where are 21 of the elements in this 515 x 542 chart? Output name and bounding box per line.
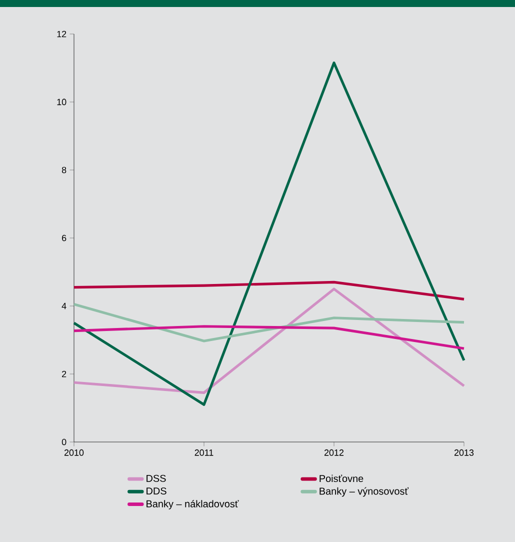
line-series: [72, 62, 466, 406]
y-tick-label: 8: [62, 166, 66, 174]
line-series: [72, 303, 466, 342]
y-tick-label: 0: [62, 438, 66, 446]
line-series: [72, 280, 466, 300]
line-series: [72, 325, 466, 350]
legend-label: Banky – výnosovosť: [320, 487, 409, 497]
y-tick-label: 4: [62, 302, 66, 310]
legend-label: Banky – nákladovosť: [146, 500, 239, 510]
line-series: [72, 288, 466, 394]
y-tick-label: 10: [57, 98, 66, 106]
x-tick-label: 2011: [194, 449, 214, 456]
y-tick-label: 2: [62, 370, 66, 378]
legend-label: DDS: [146, 487, 166, 495]
y-tick-label: 12: [57, 30, 66, 38]
x-tick-label: 2010: [64, 449, 84, 456]
x-tick-label: 2012: [324, 449, 344, 456]
x-tick-label: 2013: [454, 449, 474, 456]
y-tick-label: 6: [62, 234, 66, 242]
legend-label: DSS: [146, 474, 166, 482]
legend-label: Poisťovne: [320, 474, 364, 482]
